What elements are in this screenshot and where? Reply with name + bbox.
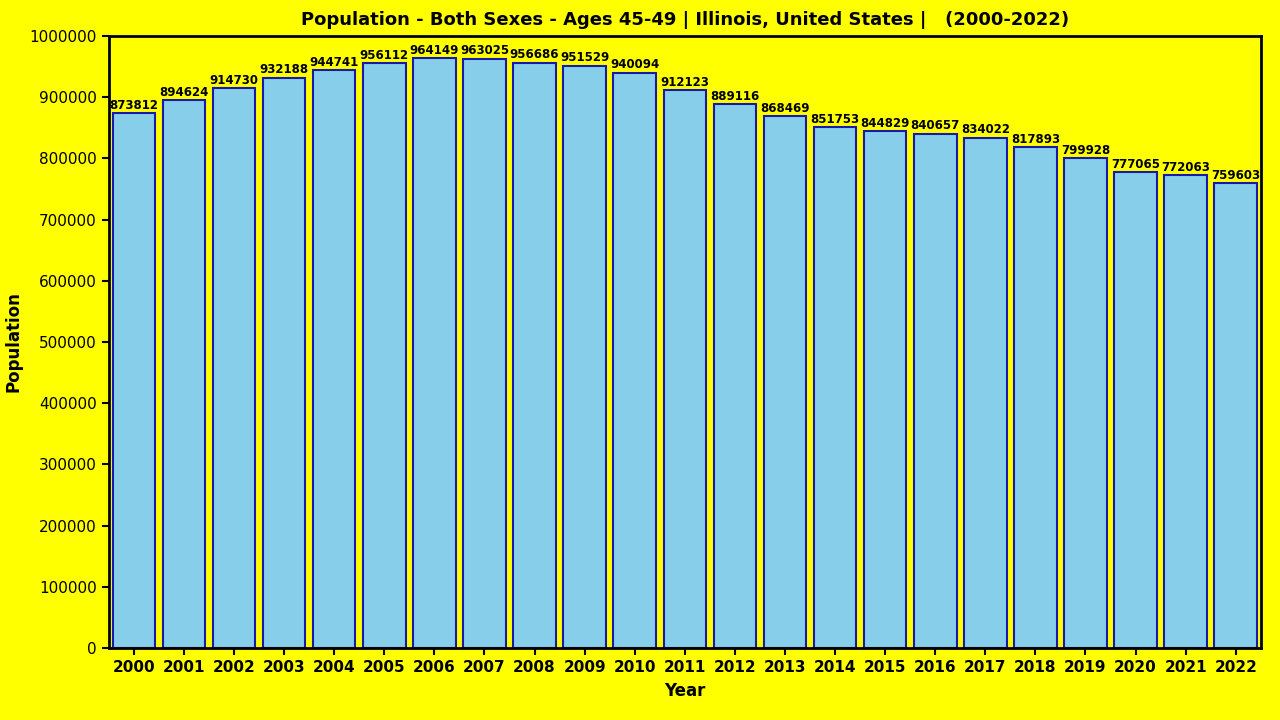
Bar [364,63,406,648]
Text: 889116: 889116 [710,89,759,103]
Text: 951529: 951529 [561,51,609,65]
Text: 851753: 851753 [810,112,860,125]
Bar [1014,148,1057,648]
Text: 799928: 799928 [1061,144,1110,157]
Text: 834022: 834022 [961,123,1010,136]
Text: 944741: 944741 [310,55,358,68]
Bar [262,78,306,648]
Bar [964,138,1006,648]
Text: 912123: 912123 [660,76,709,89]
Bar [914,133,956,648]
Bar [1165,176,1207,648]
Text: 956112: 956112 [360,49,408,62]
Bar [513,63,556,648]
Text: 894624: 894624 [159,86,209,99]
Y-axis label: Population: Population [5,292,23,392]
Bar [212,88,255,648]
Text: 940094: 940094 [611,58,659,71]
Text: 759603: 759603 [1211,169,1261,182]
Text: 844829: 844829 [860,117,910,130]
Bar [312,70,356,648]
Bar [563,66,605,648]
Text: 772063: 772063 [1161,161,1210,174]
Text: 964149: 964149 [410,44,460,57]
Bar [864,131,906,648]
Bar [814,127,856,648]
Bar [1064,158,1107,648]
X-axis label: Year: Year [664,682,705,700]
Bar [463,58,506,648]
Text: 963025: 963025 [460,45,509,58]
Bar [1115,172,1157,648]
Text: 777065: 777065 [1111,158,1160,171]
Text: 932188: 932188 [260,63,308,76]
Text: 868469: 868469 [760,102,810,115]
Title: Population - Both Sexes - Ages 45-49 | Illinois, United States |   (2000-2022): Population - Both Sexes - Ages 45-49 | I… [301,11,1069,29]
Text: 840657: 840657 [910,120,960,132]
Bar [613,73,655,648]
Text: 817893: 817893 [1011,133,1060,146]
Bar [163,101,205,648]
Bar [663,90,707,648]
Text: 956686: 956686 [509,48,559,61]
Bar [714,104,756,648]
Bar [764,117,806,648]
Text: 873812: 873812 [109,99,159,112]
Bar [413,58,456,648]
Text: 914730: 914730 [210,74,259,87]
Bar [1215,183,1257,648]
Bar [113,113,155,648]
